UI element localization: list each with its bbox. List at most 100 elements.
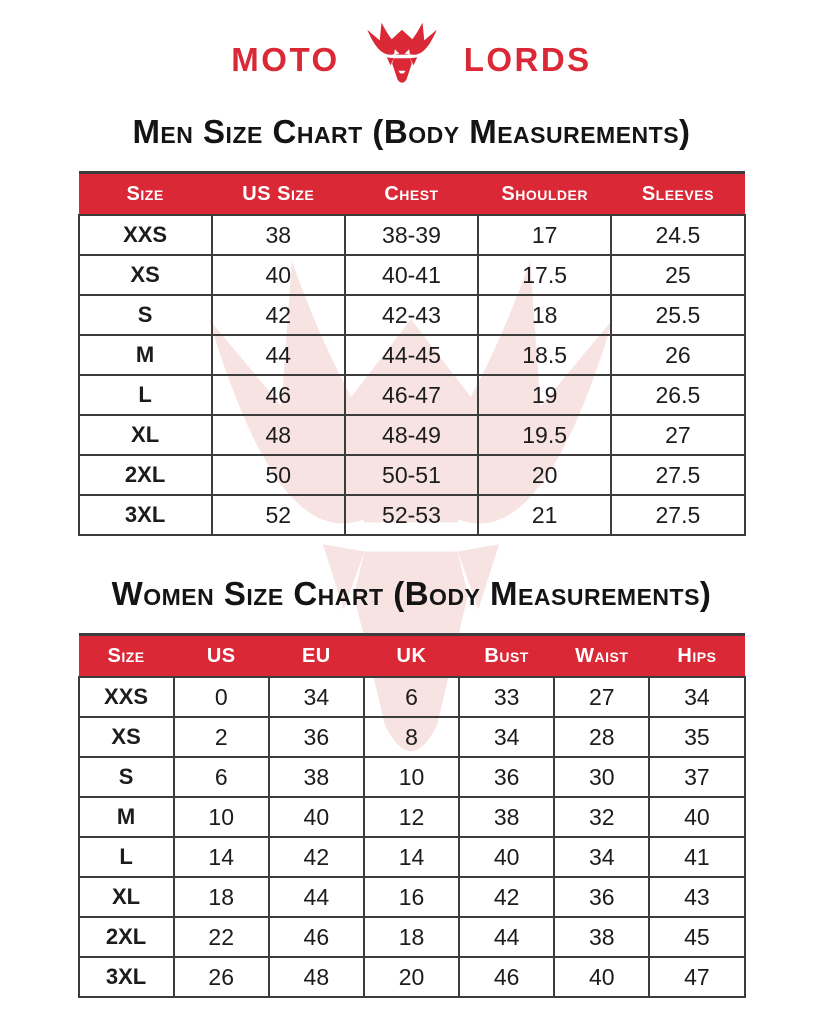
column-header: Size — [78, 171, 212, 216]
table-row: XXS 0 34 6 33 27 34 — [77, 676, 746, 718]
measurement-cell: 44 — [458, 916, 556, 958]
measurement-cell: 10 — [172, 796, 270, 838]
measurement-cell: 48 — [267, 956, 365, 998]
size-label-cell: 2XL — [77, 454, 213, 496]
measurement-cell: 34 — [553, 836, 651, 878]
measurement-cell: 35 — [648, 716, 746, 758]
size-label-cell: S — [77, 756, 175, 798]
men-chart-title: Men Size Chart (Body Measurements) — [132, 113, 691, 150]
table-row: S 6 38 10 36 30 37 — [77, 756, 746, 798]
men-table-body: XXS 38 38-39 17 24.5 XS 40 40-41 17.5 25 S 42 42-43 1… — [77, 214, 746, 536]
measurement-cell: 19 — [477, 374, 613, 416]
measurement-cell: 14 — [362, 836, 461, 878]
size-label-cell: XS — [77, 716, 175, 758]
size-label-cell: XL — [77, 876, 175, 918]
measurement-cell: 42 — [458, 876, 556, 918]
measurement-cell: 38 — [553, 916, 651, 958]
measurement-cell: 42 — [267, 836, 365, 878]
measurement-cell: 18.5 — [477, 334, 613, 376]
logo-text-lords: LORDS — [463, 41, 592, 78]
column-header: Bust — [459, 633, 555, 678]
measurement-cell: 44 — [210, 334, 346, 376]
measurement-cell: 47 — [648, 956, 746, 998]
measurement-cell: 25.5 — [610, 294, 746, 336]
column-header: EU — [268, 633, 364, 678]
table-row: M 44 44-45 18.5 26 — [77, 334, 746, 376]
column-header: Sleeves — [611, 171, 745, 216]
measurement-cell: 40 — [553, 956, 651, 998]
size-label-cell: S — [77, 294, 213, 336]
column-header: Hips — [649, 633, 745, 678]
measurement-cell: 38 — [267, 756, 365, 798]
measurement-cell: 18 — [362, 916, 461, 958]
measurement-cell: 22 — [172, 916, 270, 958]
table-row: 3XL 26 48 20 46 40 47 — [77, 956, 746, 998]
table-row: 3XL 52 52-53 21 27.5 — [77, 494, 746, 536]
measurement-cell: 27 — [553, 676, 651, 718]
measurement-cell: 40 — [210, 254, 346, 296]
measurement-cell: 40 — [648, 796, 746, 838]
measurement-cell: 33 — [458, 676, 556, 718]
table-row: 2XL 22 46 18 44 38 45 — [77, 916, 746, 958]
measurement-cell: 27.5 — [610, 494, 746, 536]
measurement-cell: 40-41 — [343, 254, 480, 296]
measurement-cell: 6 — [362, 676, 461, 718]
measurement-cell: 32 — [553, 796, 651, 838]
men-table-header: Size US Size Chest Shoulder Sleeves — [78, 171, 745, 216]
measurement-cell: 40 — [267, 796, 365, 838]
measurement-cell: 26.5 — [610, 374, 746, 416]
size-label-cell: M — [77, 334, 213, 376]
measurement-cell: 43 — [648, 876, 746, 918]
size-label-cell: 3XL — [77, 494, 213, 536]
measurement-cell: 19.5 — [477, 414, 613, 456]
measurement-cell: 46 — [267, 916, 365, 958]
measurement-cell: 48-49 — [343, 414, 480, 456]
table-row: XS 40 40-41 17.5 25 — [77, 254, 746, 296]
measurement-cell: 18 — [172, 876, 270, 918]
measurement-cell: 26 — [172, 956, 270, 998]
measurement-cell: 25 — [610, 254, 746, 296]
logo-text-moto: MOTO — [231, 41, 340, 78]
men-size-table: Size US Size Chest Shoulder Sleeves XXS 38 38-… — [77, 171, 746, 536]
column-header: Chest — [344, 171, 479, 216]
brand-logo: MOTO LORDS — [0, 0, 823, 104]
measurement-cell: 14 — [172, 836, 270, 878]
motolords-horned-helmet-icon — [354, 19, 450, 101]
measurement-cell: 40 — [458, 836, 556, 878]
measurement-cell: 48 — [210, 414, 346, 456]
measurement-cell: 52-53 — [343, 494, 480, 536]
measurement-cell: 16 — [362, 876, 461, 918]
measurement-cell: 20 — [362, 956, 461, 998]
women-chart-title: Women Size Chart (Body Measurements) — [111, 575, 712, 612]
measurement-cell: 2 — [172, 716, 270, 758]
measurement-cell: 50-51 — [343, 454, 480, 496]
measurement-cell: 37 — [648, 756, 746, 798]
size-label-cell: M — [77, 796, 175, 838]
measurement-cell: 44-45 — [343, 334, 480, 376]
header-row: Size US EU UK Bust Waist Hips — [78, 633, 745, 678]
column-header: Shoulder — [478, 171, 612, 216]
measurement-cell: 52 — [210, 494, 346, 536]
table-row: L 46 46-47 19 26.5 — [77, 374, 746, 416]
measurement-cell: 45 — [648, 916, 746, 958]
measurement-cell: 18 — [477, 294, 613, 336]
measurement-cell: 34 — [648, 676, 746, 718]
measurement-cell: 10 — [362, 756, 461, 798]
measurement-cell: 6 — [172, 756, 270, 798]
measurement-cell: 20 — [477, 454, 613, 496]
table-row: XL 18 44 16 42 36 43 — [77, 876, 746, 918]
column-header: US — [173, 633, 269, 678]
size-label-cell: L — [77, 836, 175, 878]
column-header: Waist — [554, 633, 650, 678]
measurement-cell: 38 — [458, 796, 556, 838]
size-label-cell: XL — [77, 414, 213, 456]
measurement-cell: 36 — [553, 876, 651, 918]
table-row: M 10 40 12 38 32 40 — [77, 796, 746, 838]
measurement-cell: 21 — [477, 494, 613, 536]
measurement-cell: 24.5 — [610, 214, 746, 256]
measurement-cell: 27.5 — [610, 454, 746, 496]
measurement-cell: 30 — [553, 756, 651, 798]
size-label-cell: L — [77, 374, 213, 416]
measurement-cell: 50 — [210, 454, 346, 496]
